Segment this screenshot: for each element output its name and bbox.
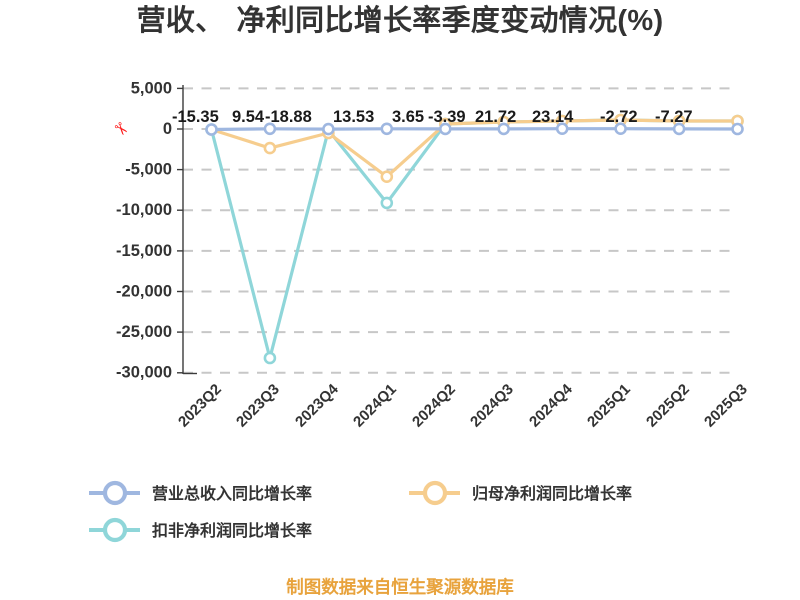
svg-text:营收、净利同比增长率季度变动情况(%): 营收、 净利同比增长率季度变动情况(%): [137, 3, 664, 37]
svg-text:-25,000: -25,000: [116, 323, 172, 341]
svg-text:-7.27: -7.27: [655, 108, 693, 126]
svg-text:归母净利润同比增长率: 归母净利润同比增长率: [472, 484, 632, 503]
svg-text:-18.88: -18.88: [265, 108, 312, 126]
svg-text:-30,000: -30,000: [116, 364, 172, 382]
svg-text:9.54: 9.54: [232, 108, 265, 126]
svg-text:21.72: 21.72: [475, 108, 516, 126]
svg-text:扣非净利润同比增长率: 扣非净利润同比增长率: [152, 521, 312, 540]
svg-text:-15.35: -15.35: [172, 108, 219, 126]
svg-text:-20,000: -20,000: [116, 282, 172, 300]
svg-text:-10,000: -10,000: [116, 201, 172, 219]
svg-text:制图数据来自恒生聚源数据库: 制图数据来自恒生聚源数据库: [286, 577, 514, 597]
svg-text:5,000: 5,000: [131, 80, 172, 98]
svg-text:-2.72: -2.72: [600, 108, 638, 126]
svg-text:3.65: 3.65: [392, 108, 424, 126]
svg-text:-3.39: -3.39: [428, 108, 466, 126]
svg-text:-15,000: -15,000: [116, 242, 172, 260]
svg-text:13.53: 13.53: [333, 108, 374, 126]
svg-text:营业总收入同比增长率: 营业总收入同比增长率: [152, 484, 312, 503]
svg-text:23.14: 23.14: [532, 108, 574, 126]
svg-text:0: 0: [163, 120, 172, 138]
svg-text:-5,000: -5,000: [125, 161, 172, 179]
